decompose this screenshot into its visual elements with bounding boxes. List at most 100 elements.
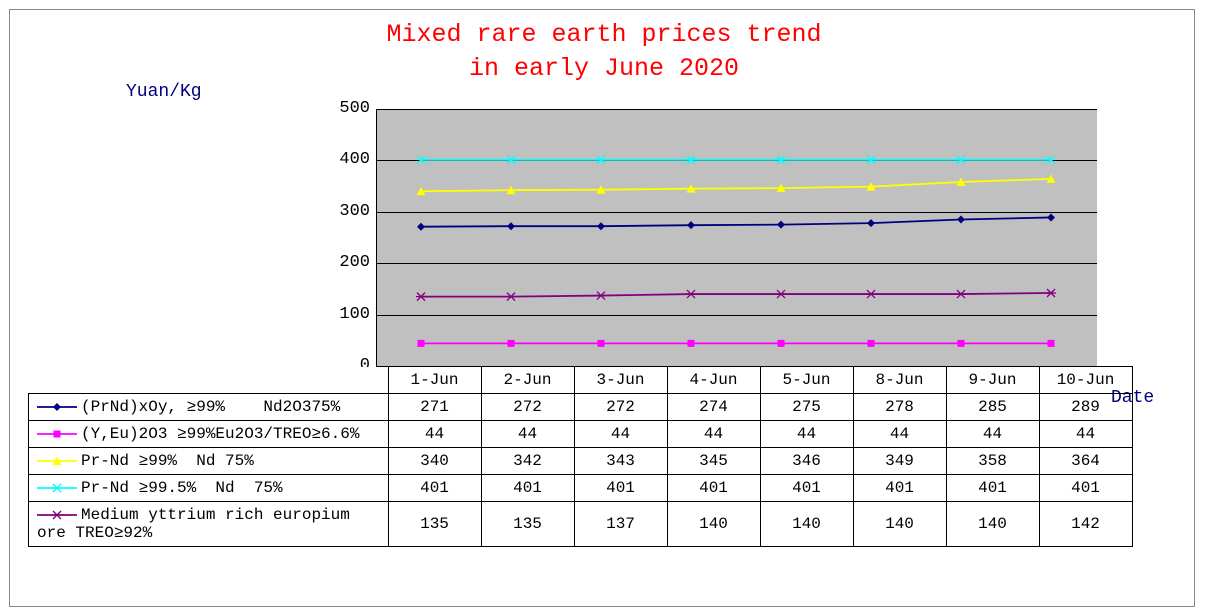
title-line-1: Mixed rare earth prices trend: [386, 20, 821, 49]
chart-title: Mixed rare earth prices trend in early J…: [0, 18, 1208, 86]
star-marker: [416, 293, 426, 301]
square-marker: [958, 340, 965, 347]
chart-lines: [376, 109, 1096, 366]
star-marker: [1046, 289, 1056, 297]
series-label-cell: Medium yttrium rich europium ore TREO≥92…: [29, 502, 389, 547]
value-cell: 44: [946, 421, 1039, 448]
table-row: Pr-Nd ≥99% Nd 75%34034234334534634935836…: [29, 448, 1133, 475]
star-marker: [686, 290, 696, 298]
value-cell: 345: [667, 448, 760, 475]
square-marker: [778, 340, 785, 347]
y-tick-label: 500: [310, 99, 370, 118]
legend-marker: [37, 508, 77, 522]
series-label-text: Pr-Nd ≥99% Nd 75%: [81, 452, 254, 470]
star-marker: [866, 290, 876, 298]
diamond-marker: [957, 216, 965, 224]
diamond-marker: [687, 221, 695, 229]
table-row: (Y,Eu)2O3 ≥99%Eu2O3/TREO≥6.6%44444444444…: [29, 421, 1133, 448]
table-row: (PrNd)xOy, ≥99% Nd2O375%2712722722742752…: [29, 394, 1133, 421]
value-cell: 275: [760, 394, 853, 421]
value-cell: 278: [853, 394, 946, 421]
value-cell: 44: [388, 421, 481, 448]
date-header: 1-Jun: [388, 367, 481, 394]
star-marker: [506, 293, 516, 301]
value-cell: 346: [760, 448, 853, 475]
value-cell: 289: [1039, 394, 1132, 421]
table-corner: [29, 367, 389, 394]
value-cell: 401: [667, 475, 760, 502]
series-label-text: (PrNd)xOy, ≥99% Nd2O375%: [81, 398, 340, 416]
series-label-text: Pr-Nd ≥99.5% Nd 75%: [81, 479, 283, 497]
table-row: Pr-Nd ≥99.5% Nd 75%401401401401401401401…: [29, 475, 1133, 502]
square-marker: [598, 340, 605, 347]
value-cell: 343: [574, 448, 667, 475]
table-row: Medium yttrium rich europium ore TREO≥92…: [29, 502, 1133, 547]
value-cell: 401: [1039, 475, 1132, 502]
date-header: 4-Jun: [667, 367, 760, 394]
title-line-2: in early June 2020: [469, 54, 739, 83]
series-label-cell: Pr-Nd ≥99.5% Nd 75%: [29, 475, 389, 502]
value-cell: 364: [1039, 448, 1132, 475]
y-axis-label: Yuan/Kg: [126, 82, 202, 102]
value-cell: 140: [667, 502, 760, 547]
value-cell: 272: [574, 394, 667, 421]
series-line: [421, 217, 1051, 226]
y-tick-label: 200: [310, 253, 370, 272]
series-label-text: Medium yttrium rich europium ore TREO≥92…: [37, 506, 359, 542]
value-cell: 135: [481, 502, 574, 547]
legend-marker: [37, 454, 77, 468]
date-header: 3-Jun: [574, 367, 667, 394]
date-header: 8-Jun: [853, 367, 946, 394]
series-line: [421, 179, 1051, 191]
value-cell: 401: [946, 475, 1039, 502]
square-marker: [418, 340, 425, 347]
value-cell: 135: [388, 502, 481, 547]
diamond-marker: [867, 219, 875, 227]
legend-marker: [37, 427, 77, 441]
value-cell: 44: [667, 421, 760, 448]
legend-marker: [37, 400, 77, 414]
chart-container: Mixed rare earth prices trend in early J…: [0, 0, 1208, 616]
table-header-row: 1-Jun2-Jun3-Jun4-Jun5-Jun8-Jun9-Jun10-Ju…: [29, 367, 1133, 394]
value-cell: 401: [481, 475, 574, 502]
value-cell: 44: [1039, 421, 1132, 448]
value-cell: 358: [946, 448, 1039, 475]
square-marker: [508, 340, 515, 347]
value-cell: 272: [481, 394, 574, 421]
diamond-marker: [507, 222, 515, 230]
diamond-marker: [417, 223, 425, 231]
diamond-marker: [1047, 213, 1055, 221]
y-tick-label: 400: [310, 150, 370, 169]
value-cell: 44: [760, 421, 853, 448]
value-cell: 271: [388, 394, 481, 421]
square-marker: [868, 340, 875, 347]
value-cell: 137: [574, 502, 667, 547]
star-marker: [596, 292, 606, 300]
value-cell: 401: [388, 475, 481, 502]
value-cell: 44: [574, 421, 667, 448]
star-marker: [776, 290, 786, 298]
value-cell: 340: [388, 448, 481, 475]
y-tick-label: 100: [310, 305, 370, 324]
y-tick-label: 300: [310, 202, 370, 221]
value-cell: 44: [853, 421, 946, 448]
square-marker: [1048, 340, 1055, 347]
value-cell: 401: [574, 475, 667, 502]
date-header: 10-Jun: [1039, 367, 1132, 394]
diamond-marker: [777, 221, 785, 229]
value-cell: 285: [946, 394, 1039, 421]
value-cell: 349: [853, 448, 946, 475]
square-marker: [688, 340, 695, 347]
value-cell: 142: [1039, 502, 1132, 547]
value-cell: 44: [481, 421, 574, 448]
data-table: 1-Jun2-Jun3-Jun4-Jun5-Jun8-Jun9-Jun10-Ju…: [28, 366, 1133, 547]
value-cell: 401: [853, 475, 946, 502]
date-header: 2-Jun: [481, 367, 574, 394]
value-cell: 140: [946, 502, 1039, 547]
value-cell: 140: [760, 502, 853, 547]
diamond-marker: [597, 222, 605, 230]
date-header: 5-Jun: [760, 367, 853, 394]
legend-marker: [37, 481, 77, 495]
series-label-cell: Pr-Nd ≥99% Nd 75%: [29, 448, 389, 475]
value-cell: 401: [760, 475, 853, 502]
